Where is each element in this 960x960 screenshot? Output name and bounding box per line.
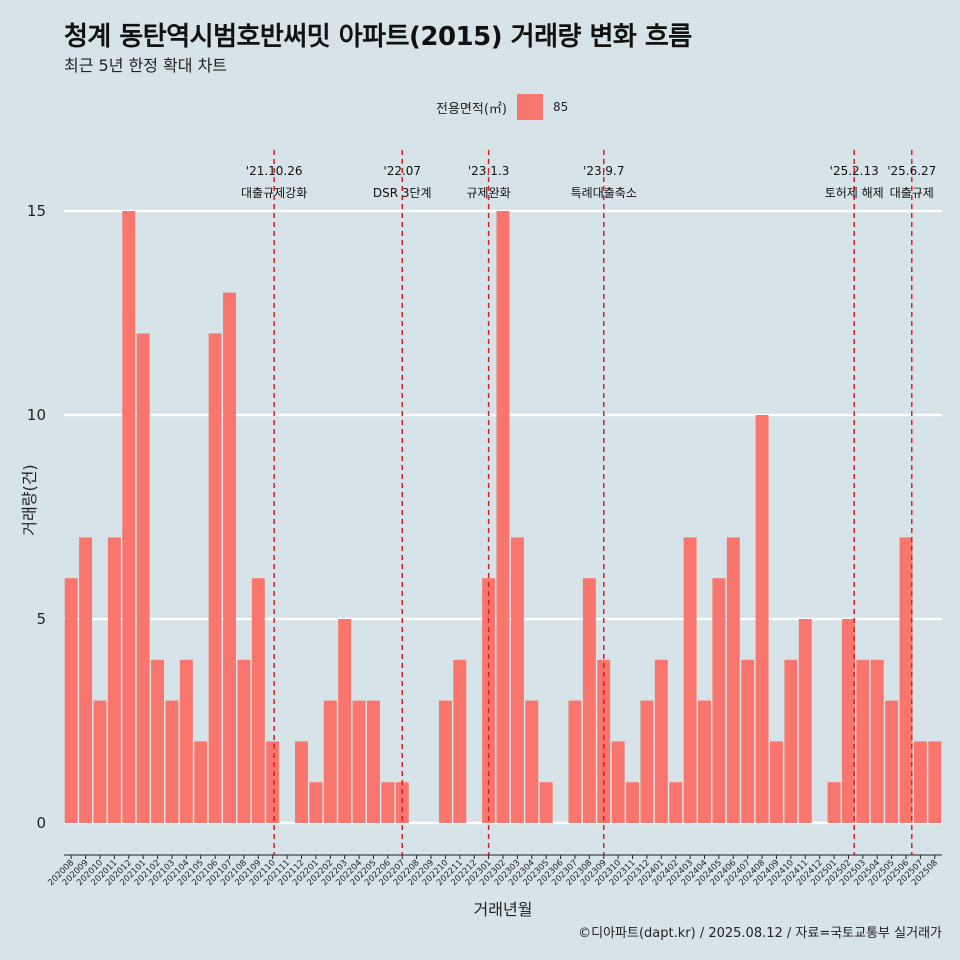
bar-202104 <box>179 659 193 823</box>
event-date-label: '23.1.3 <box>468 164 509 178</box>
bar-202302 <box>496 211 510 823</box>
bar-202105 <box>194 741 208 823</box>
bar-202507 <box>913 741 927 823</box>
event-date-label: '23.9.7 <box>583 164 624 178</box>
bar-202108 <box>237 659 251 823</box>
bar-202305 <box>539 782 553 823</box>
legend-swatch <box>516 94 543 120</box>
chart-subtitle: 최근 5년 한정 확대 차트 <box>64 56 228 75</box>
bar-202205 <box>366 700 380 823</box>
bar-202406 <box>726 537 740 823</box>
bar-202201 <box>309 782 323 823</box>
bar-202401 <box>654 659 668 823</box>
bar-202112 <box>295 741 308 823</box>
y-axis-label: 거래량(건) <box>20 464 39 536</box>
event-description-label: 대출규제강화 <box>241 186 307 200</box>
bar-202101 <box>136 333 150 823</box>
bar-202410 <box>784 659 798 823</box>
bar-202310 <box>611 741 625 823</box>
y-axis: 0 5 10 15 <box>27 202 46 832</box>
bar-202408 <box>755 415 769 823</box>
bar-202403 <box>683 537 697 823</box>
legend: 전용면적(㎡) 85 <box>436 94 568 120</box>
bar-202109 <box>251 578 265 823</box>
bar-202204 <box>352 700 366 823</box>
bar-202508 <box>928 741 942 823</box>
bar-202503 <box>856 659 870 823</box>
bar-202008 <box>64 578 78 823</box>
bar-202405 <box>712 578 726 823</box>
event-description-label: DSR 3단계 <box>373 186 432 200</box>
bar-202103 <box>165 700 179 823</box>
bar-202505 <box>885 700 899 823</box>
legend-title: 전용면적(㎡) <box>436 101 507 117</box>
bar-202506 <box>899 537 913 823</box>
bar-202304 <box>525 700 539 823</box>
bar-202303 <box>510 537 524 823</box>
bar-202011 <box>107 537 121 823</box>
y-tick-label: 5 <box>36 610 46 628</box>
source-caption: ©디아파트(dapt.kr) / 2025.08.12 / 자료=국토교통부 실… <box>578 926 942 941</box>
event-date-label: '21.10.26 <box>246 164 303 178</box>
bar-202501 <box>827 782 841 823</box>
event-lines: '21.10.26 대출규제강화 '22.07 DSR 3단계 '23.1.3 규제완화 '… <box>241 150 936 855</box>
bar-202202 <box>323 700 337 823</box>
y-tick-label: 15 <box>27 202 46 220</box>
bar-202309 <box>597 659 611 823</box>
bar-202311 <box>626 782 640 823</box>
bar-202409 <box>769 741 783 823</box>
y-tick-label: 10 <box>27 406 46 424</box>
bar-202106 <box>208 333 222 823</box>
bar-202206 <box>381 782 395 823</box>
bar-202504 <box>870 659 884 823</box>
y-tick-label: 0 <box>36 814 46 832</box>
bar-202009 <box>79 537 93 823</box>
bar-202411 <box>798 619 812 823</box>
bar-202307 <box>568 700 582 823</box>
bar-202203 <box>338 619 352 823</box>
event-description-label: 특례대출축소 <box>571 186 637 200</box>
bar-202210 <box>438 700 452 823</box>
legend-label: 85 <box>552 100 569 114</box>
event-description-label: 대출규제 <box>890 186 934 200</box>
event-date-label: '25.2.13 <box>830 164 879 178</box>
bar-202312 <box>640 700 654 823</box>
event-date-label: '25.6.27 <box>887 164 936 178</box>
event-description-label: 규제완화 <box>467 186 511 200</box>
event-description-label: 토허제 해제 <box>825 186 884 200</box>
bar-202404 <box>698 700 711 823</box>
bar-202010 <box>93 700 107 823</box>
bar-202502 <box>841 619 855 823</box>
bar-202107 <box>223 292 237 824</box>
bar-202110 <box>266 741 280 823</box>
bar-202012 <box>122 211 136 823</box>
bars <box>64 211 942 824</box>
x-axis: 2020082020092020102020112020122021012021… <box>46 854 942 888</box>
x-axis-label: 거래년월 <box>473 900 533 919</box>
bar-202211 <box>453 659 467 823</box>
bar-202308 <box>582 578 596 823</box>
bar-202402 <box>669 782 683 823</box>
bar-202407 <box>741 659 755 823</box>
bar-202102 <box>151 659 165 823</box>
event-date-label: '22.07 <box>383 164 421 178</box>
chart-title: 청계 동탄역시범호반써밋 아파트(2015) 거래량 변화 흐름 <box>64 22 692 52</box>
